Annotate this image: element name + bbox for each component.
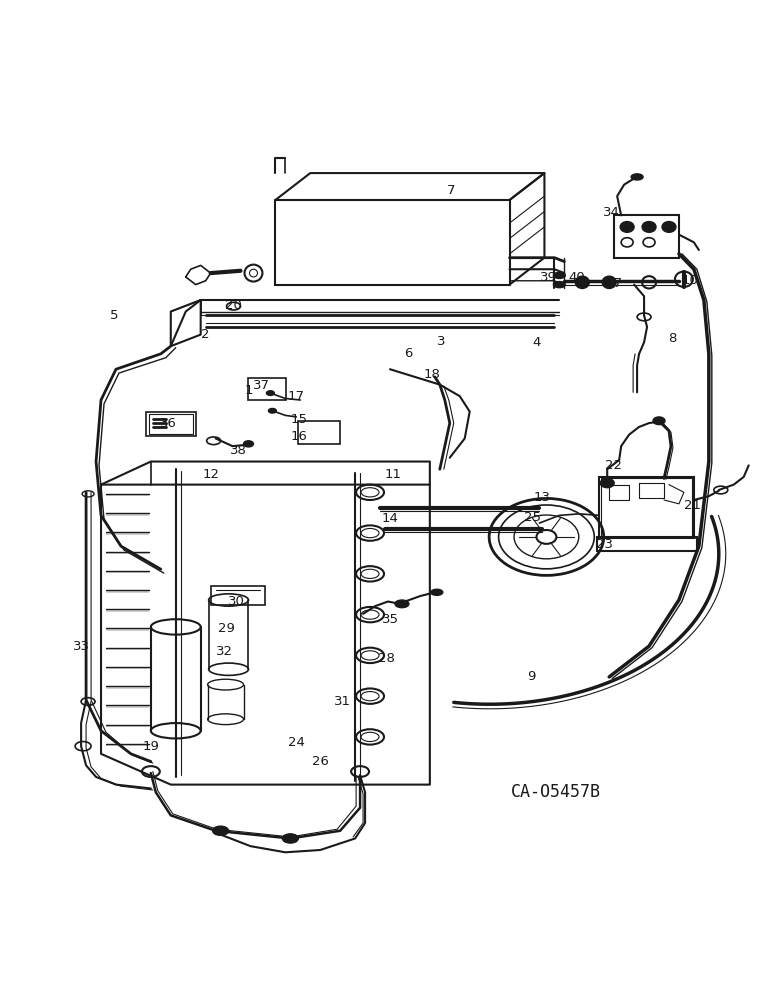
- Bar: [211, 586, 266, 605]
- Text: 33: 33: [73, 640, 90, 653]
- Text: 6: 6: [404, 347, 412, 360]
- Text: 29: 29: [218, 622, 235, 635]
- Ellipse shape: [395, 600, 409, 608]
- Text: 38: 38: [230, 444, 247, 457]
- Text: 10: 10: [682, 274, 699, 287]
- Text: 4: 4: [532, 336, 540, 349]
- Text: 15: 15: [291, 413, 308, 426]
- Text: 32: 32: [216, 645, 233, 658]
- Text: 31: 31: [334, 695, 350, 708]
- Ellipse shape: [642, 222, 656, 232]
- Text: 28: 28: [378, 652, 394, 665]
- Ellipse shape: [602, 276, 616, 288]
- Text: 2: 2: [201, 328, 210, 341]
- Bar: [149, 414, 193, 434]
- Text: 27: 27: [604, 277, 621, 290]
- Text: 5: 5: [110, 309, 118, 322]
- Text: 8: 8: [668, 332, 676, 345]
- Text: 21: 21: [685, 499, 702, 512]
- Text: 40: 40: [568, 271, 584, 284]
- Bar: [146, 412, 195, 436]
- Text: 36: 36: [161, 417, 178, 430]
- Ellipse shape: [554, 282, 565, 288]
- Ellipse shape: [554, 272, 565, 278]
- Text: 11: 11: [384, 468, 401, 481]
- Text: 7: 7: [446, 184, 455, 197]
- Bar: [598, 537, 697, 551]
- Bar: [601, 478, 692, 537]
- Text: 19: 19: [142, 740, 159, 753]
- Text: 3: 3: [436, 335, 445, 348]
- Ellipse shape: [620, 222, 634, 232]
- Text: 13: 13: [534, 491, 551, 504]
- Text: 12: 12: [202, 468, 219, 481]
- Text: 20: 20: [225, 299, 242, 312]
- Text: 26: 26: [312, 755, 329, 768]
- Text: 16: 16: [291, 430, 308, 443]
- Ellipse shape: [631, 174, 643, 180]
- Ellipse shape: [283, 834, 298, 843]
- Text: 24: 24: [288, 736, 305, 749]
- Ellipse shape: [212, 826, 229, 835]
- Text: 22: 22: [604, 459, 621, 472]
- Text: 17: 17: [288, 390, 305, 403]
- Ellipse shape: [600, 478, 615, 488]
- Bar: [615, 215, 679, 258]
- Text: 9: 9: [527, 670, 536, 683]
- Text: 37: 37: [253, 379, 270, 392]
- Ellipse shape: [431, 589, 443, 595]
- Text: CA-O5457B: CA-O5457B: [510, 783, 601, 801]
- Text: 14: 14: [381, 512, 398, 525]
- Bar: [599, 477, 694, 538]
- Ellipse shape: [266, 391, 274, 395]
- Text: 25: 25: [524, 511, 541, 524]
- Ellipse shape: [662, 222, 676, 232]
- Ellipse shape: [243, 441, 253, 447]
- Text: 30: 30: [228, 595, 245, 608]
- Bar: [249, 378, 286, 400]
- Text: 34: 34: [603, 206, 620, 219]
- Text: 1: 1: [244, 384, 252, 397]
- Ellipse shape: [269, 408, 276, 413]
- Text: 39: 39: [540, 271, 557, 284]
- Ellipse shape: [653, 417, 665, 425]
- Bar: [298, 421, 340, 444]
- Text: 35: 35: [382, 613, 399, 626]
- Ellipse shape: [575, 276, 589, 288]
- Text: 18: 18: [423, 368, 440, 381]
- Text: 23: 23: [596, 538, 613, 551]
